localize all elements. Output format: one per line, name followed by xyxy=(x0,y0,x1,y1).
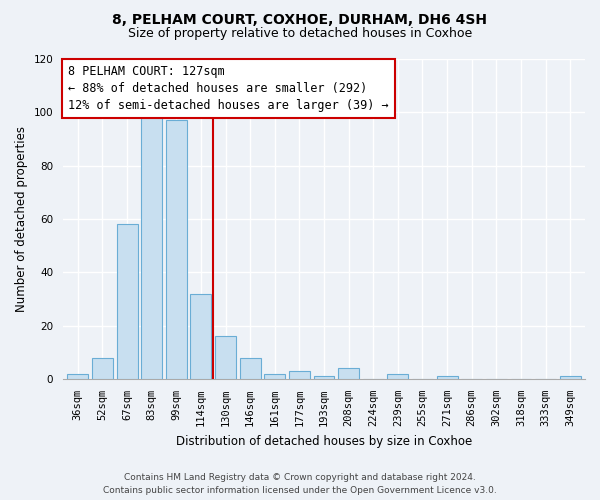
Bar xyxy=(92,358,113,379)
Bar xyxy=(67,374,88,379)
Bar xyxy=(265,374,285,379)
Bar xyxy=(560,376,581,379)
Text: Contains HM Land Registry data © Crown copyright and database right 2024.
Contai: Contains HM Land Registry data © Crown c… xyxy=(103,474,497,495)
Bar xyxy=(116,224,137,379)
Y-axis label: Number of detached properties: Number of detached properties xyxy=(15,126,28,312)
Bar xyxy=(166,120,187,379)
Bar xyxy=(388,374,409,379)
Text: 8, PELHAM COURT, COXHOE, DURHAM, DH6 4SH: 8, PELHAM COURT, COXHOE, DURHAM, DH6 4SH xyxy=(113,12,487,26)
Bar xyxy=(338,368,359,379)
Text: 8 PELHAM COURT: 127sqm
← 88% of detached houses are smaller (292)
12% of semi-de: 8 PELHAM COURT: 127sqm ← 88% of detached… xyxy=(68,66,389,112)
Bar xyxy=(190,294,211,379)
Bar xyxy=(141,112,162,379)
X-axis label: Distribution of detached houses by size in Coxhoe: Distribution of detached houses by size … xyxy=(176,434,472,448)
Bar xyxy=(215,336,236,379)
Text: Size of property relative to detached houses in Coxhoe: Size of property relative to detached ho… xyxy=(128,28,472,40)
Bar xyxy=(239,358,260,379)
Bar xyxy=(289,371,310,379)
Bar xyxy=(437,376,458,379)
Bar xyxy=(314,376,334,379)
